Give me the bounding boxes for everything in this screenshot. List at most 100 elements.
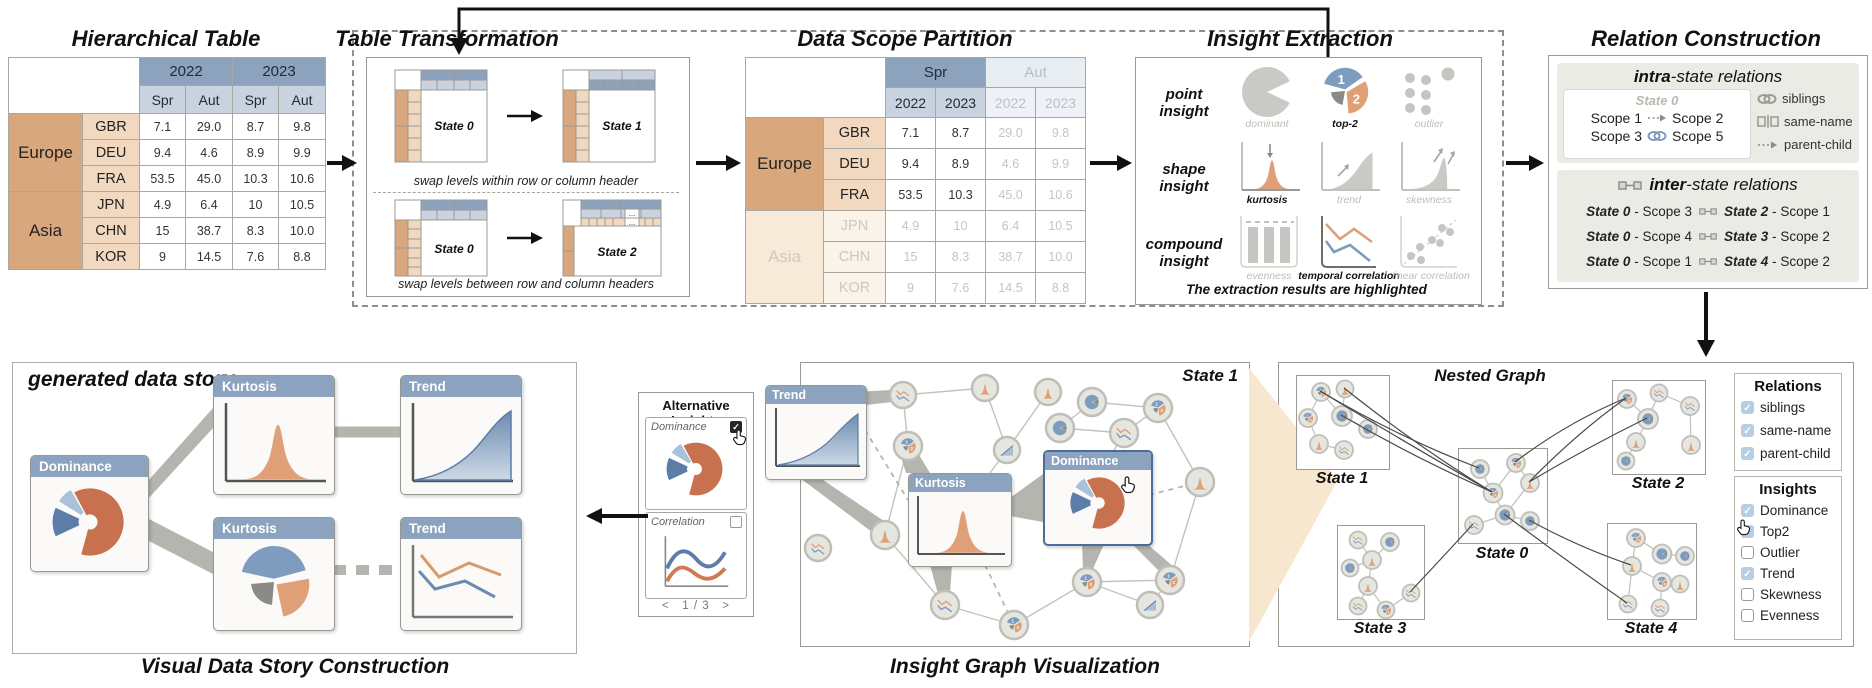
arrow-icon bbox=[507, 232, 543, 244]
col-sub-header: Spr bbox=[232, 85, 279, 114]
hand-cursor-icon bbox=[1121, 476, 1136, 494]
col-sub-header-faded: 2023 bbox=[1034, 87, 1087, 118]
relation-legend-label: same-name bbox=[1784, 114, 1853, 129]
trend-lines-chart bbox=[411, 545, 513, 619]
trend-area-chart bbox=[775, 408, 860, 467]
insight-label: Evenness bbox=[1760, 608, 1820, 623]
page-indicator: 1 / 3 bbox=[682, 600, 710, 612]
table-cell: 8.9 bbox=[232, 139, 279, 166]
table-cell: 8.3 bbox=[232, 217, 279, 244]
table-cell: 9.8 bbox=[278, 113, 326, 140]
graph-card-trend[interactable]: Trend bbox=[765, 385, 867, 480]
zoom-wedge bbox=[1249, 368, 1338, 642]
nested-state-label: State 2 bbox=[1631, 475, 1685, 492]
dominance-donut-chart bbox=[52, 488, 124, 556]
table-cell: 15 bbox=[139, 217, 186, 244]
insight-checkbox-outlier[interactable] bbox=[1741, 546, 1754, 559]
table-cell-faded: 29.0 bbox=[985, 117, 1036, 149]
table-cell-faded: 45.0 bbox=[985, 179, 1036, 211]
page-prev-button[interactable]: < bbox=[661, 600, 670, 612]
card-title: Kurtosis bbox=[214, 518, 334, 539]
graph-card-dominance[interactable]: Dominance bbox=[1043, 450, 1153, 546]
hand-cursor-icon bbox=[733, 429, 747, 446]
table-cell-faded: 7.6 bbox=[935, 272, 986, 304]
dominant-node-icon bbox=[1084, 394, 1099, 410]
separator: - bbox=[1634, 229, 1639, 244]
nested-graph-title: Nested Graph bbox=[1434, 366, 1546, 385]
ellipsis-label: ... bbox=[629, 209, 636, 218]
data-scope-partition-table: Spr Aut 2022 2023 2022 2023 Europe GBR 7… bbox=[745, 57, 1087, 304]
alt-insight-card-correlation[interactable]: Correlation bbox=[645, 512, 747, 599]
card-title: Trend bbox=[401, 376, 521, 397]
table-cell-faded: 15 bbox=[885, 241, 936, 273]
swap-within-caption: swap levels within row or column header bbox=[413, 174, 639, 188]
card-title: Trend bbox=[766, 386, 866, 404]
insight-label: Skewness bbox=[1760, 587, 1822, 602]
col-sub-header: Spr bbox=[139, 85, 186, 114]
trend-area-chart bbox=[411, 403, 513, 483]
table-cell: 8.8 bbox=[278, 243, 326, 270]
evenness-chart-icon bbox=[1240, 216, 1298, 268]
alt-insight-card-dominance[interactable]: Dominance ✓ bbox=[645, 417, 747, 510]
relation-checkbox-parent-child[interactable]: ✓ bbox=[1741, 447, 1754, 460]
table-cell-faded: 4.6 bbox=[985, 148, 1036, 180]
story-caption: Visual Data Story Construction bbox=[140, 655, 450, 678]
insight-extraction-box: point insight shape insight compound ins… bbox=[1135, 57, 1482, 305]
story-card-kurtosis-1: Kurtosis bbox=[213, 375, 335, 495]
table-cell: 53.5 bbox=[139, 165, 186, 192]
skewness-chart-icon bbox=[1401, 142, 1460, 191]
insight-checkbox-evenness[interactable] bbox=[1741, 609, 1754, 622]
col-group-header: Spr bbox=[885, 57, 986, 88]
table-cell: 4.6 bbox=[185, 139, 233, 166]
hierarchical-table-grid: 2022 2023 Spr Aut Spr Aut Europe GBR 7.1… bbox=[8, 57, 326, 270]
table-cell-faded: 8.8 bbox=[1034, 272, 1087, 304]
relations-legend-box: Relations ✓ siblings ✓ same-name ✓ parent-c… bbox=[1734, 373, 1842, 471]
col-sub-header: Aut bbox=[185, 85, 233, 114]
swap-within-header-diagram: State 0 State 1 bbox=[394, 69, 656, 163]
partition-grid: Spr Aut 2022 2023 2022 2023 Europe GBR 7… bbox=[745, 57, 1087, 304]
row-label: FRA bbox=[82, 165, 140, 192]
alternative-insights-panel: Alternative Insights Dominance ✓ Correla… bbox=[638, 392, 754, 617]
parent-child-arrow-icon bbox=[1648, 114, 1666, 122]
table-cell: 9.4 bbox=[885, 148, 936, 180]
dominant-node-icon bbox=[1525, 516, 1535, 526]
insight-name: outlier bbox=[1414, 118, 1444, 130]
table-cell: 53.5 bbox=[885, 179, 936, 211]
dominant-node-icon bbox=[1363, 424, 1373, 434]
nested-state-label: State 0 bbox=[1475, 545, 1529, 562]
relation-checkbox-siblings[interactable]: ✓ bbox=[1741, 401, 1754, 414]
insight-name-highlighted: temporal correlation bbox=[1298, 270, 1400, 282]
relation-checkbox-same-name[interactable]: ✓ bbox=[1741, 424, 1754, 437]
dominant-node-icon bbox=[1336, 410, 1348, 422]
arrow-icon bbox=[507, 110, 543, 122]
relation-label: siblings bbox=[1760, 400, 1806, 415]
insight-checkbox-skewness[interactable] bbox=[1741, 588, 1754, 601]
kurtosis-pie-chart bbox=[241, 546, 310, 617]
intra-state-section: intra-state relations State 0 Scope 1 Sc… bbox=[1557, 63, 1859, 163]
graph-card-kurtosis[interactable]: Kurtosis bbox=[908, 473, 1012, 567]
nested-state-box-0 bbox=[1458, 448, 1548, 544]
state-ref: State 3 bbox=[1724, 229, 1769, 244]
blank-corner-cell bbox=[8, 57, 140, 114]
story-card-kurtosis-2: Kurtosis bbox=[213, 517, 335, 631]
dominant-node-icon bbox=[1642, 413, 1654, 425]
temporal-correlation-chart-icon bbox=[1321, 216, 1376, 268]
kurtosis-chart bbox=[224, 403, 326, 483]
insight-checkbox-dominance[interactable]: ✓ bbox=[1741, 504, 1754, 517]
story-card-trend-2: Trend bbox=[400, 517, 522, 631]
alt-card-checkbox[interactable] bbox=[730, 516, 742, 528]
insight-name: skewness bbox=[1405, 194, 1453, 206]
state-subgraph bbox=[1298, 379, 1378, 460]
kurtosis-chart bbox=[917, 496, 1005, 555]
nested-state-label: State 3 bbox=[1353, 620, 1407, 637]
scope-ref: Scope 1 bbox=[1590, 110, 1642, 126]
outlier-dots-icon bbox=[1405, 67, 1455, 115]
inter-relation-row: State 0 - Scope 4 State 3 - Scope 2 bbox=[1557, 229, 1859, 244]
page-next-button[interactable]: > bbox=[722, 600, 730, 612]
insight-node bbox=[803, 373, 1216, 641]
story-card-trend-1: Trend bbox=[400, 375, 522, 495]
insight-checkbox-trend[interactable]: ✓ bbox=[1741, 567, 1754, 580]
inter-link-icon bbox=[1618, 180, 1643, 190]
table-cell: 14.5 bbox=[185, 243, 233, 270]
dominant-node-icon bbox=[1345, 563, 1355, 573]
